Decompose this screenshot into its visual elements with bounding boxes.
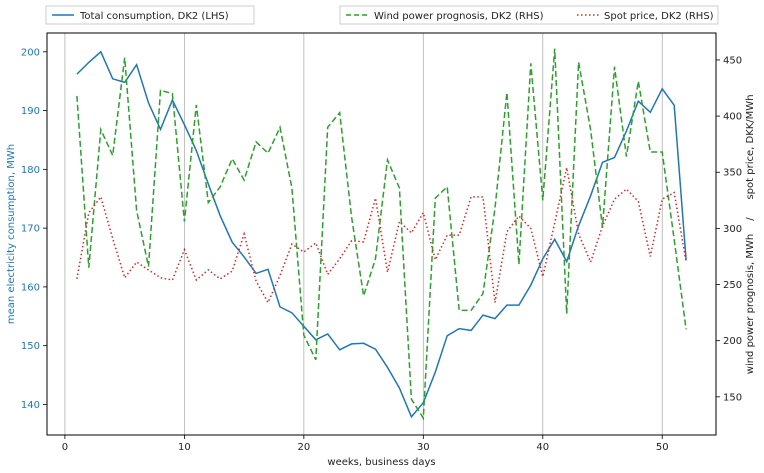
legend-label-wind: Wind power prognosis, DK2 (RHS) (374, 11, 544, 22)
legend-right: Wind power prognosis, DK2 (RHS) Spot pri… (339, 5, 719, 25)
y-right-tick-label: 350 (723, 168, 742, 179)
y-right-axis-title-wind: wind power prognosis, MWh (745, 234, 756, 374)
series-line-consumption (76, 50, 687, 419)
y-left-axis-title: mean electricity consumption, MWh (6, 144, 17, 324)
y-right-tick-label: 250 (723, 280, 742, 291)
y-left-tick-label: 140 (21, 400, 40, 411)
legend-left: Total consumption, DK2 (LHS) (45, 5, 255, 25)
y-left-tick-label: 150 (21, 341, 40, 352)
y-right-tick-label: 400 (723, 112, 742, 123)
x-tick-label: 0 (62, 442, 68, 453)
y-left-tick-label: 180 (21, 165, 40, 176)
legend-label-consumption: Total consumption, DK2 (LHS) (79, 11, 229, 22)
y-right-tick-label: 150 (723, 392, 742, 403)
y-right-tick-label: 200 (723, 336, 742, 347)
x-tick-label: 50 (656, 442, 669, 453)
x-tick-label: 30 (417, 442, 430, 453)
x-tick-label: 20 (297, 442, 310, 453)
y-right-tick-label: 450 (723, 55, 742, 66)
x-tick-label: 10 (178, 442, 191, 453)
x-tick-label: 40 (536, 442, 549, 453)
legend-label-spot: Spot price, DK2 (RHS) (604, 11, 714, 22)
axis-ticks: 0 10 20 30 40 50 140 150 160 170 180 190 200 150 200 25… (21, 47, 742, 453)
series-line-wind (76, 48, 687, 421)
y-left-tick-label: 190 (21, 106, 40, 117)
y-right-tick-label: 300 (723, 224, 742, 235)
legend-left-frame (45, 5, 255, 25)
series-layer (76, 48, 687, 421)
legend-right-frame (339, 5, 719, 25)
x-axis-title: weeks, business days (327, 457, 435, 468)
y-left-tick-label: 170 (21, 224, 40, 235)
y-left-tick-label: 200 (21, 47, 40, 58)
y-right-axis-title-slash: / (745, 217, 756, 221)
series-line-spot (76, 167, 687, 305)
y-left-tick-label: 160 (21, 282, 40, 293)
grid (64, 33, 663, 435)
plot-frame (46, 32, 717, 436)
y-right-axis-title-price: spot price, DKK/MWh (745, 94, 756, 199)
